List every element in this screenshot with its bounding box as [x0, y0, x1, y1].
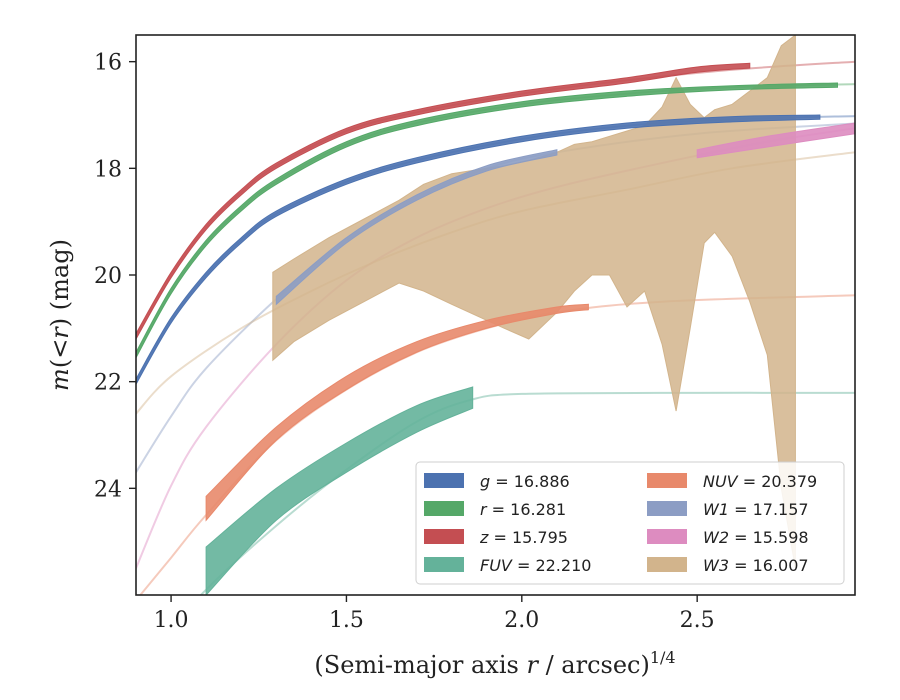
legend-swatch-w2: [647, 529, 687, 544]
y-tick-label: 22: [94, 371, 122, 396]
legend-swatch-g: [424, 473, 464, 488]
data-band-fuv: [205, 386, 474, 595]
legend-swatch-z: [424, 529, 464, 544]
x-tick-label: 2.5: [680, 608, 715, 633]
legend-label-nuv: NUV = 20.379: [703, 472, 817, 491]
legend-label-r: r = 16.281: [480, 500, 566, 519]
legend-label-w2: W2 = 15.598: [703, 528, 809, 547]
x-tick-label: 1.0: [154, 608, 189, 633]
plot-area: [136, 35, 855, 595]
legend-label-z: z = 15.795: [479, 528, 568, 547]
x-axis-label: (Semi-major axis r / arcsec)1/4: [314, 648, 675, 679]
legend-swatch-r: [424, 501, 464, 516]
legend-label-fuv: FUV = 22.210: [480, 556, 591, 575]
y-tick-label: 20: [94, 264, 122, 289]
y-axis-label: m(<r) (mag): [46, 239, 74, 391]
legend-box: [415, 461, 845, 585]
data-band-w1: [275, 149, 558, 306]
plot-frame: [135, 34, 856, 596]
data-band-w2: [696, 122, 855, 159]
data-band-z: [136, 62, 751, 341]
axis-ticks: 1.0 1.5 2.0 2.5 16 18 20 22 24: [94, 51, 715, 633]
legend-label-w1: W1 = 17.157: [703, 500, 809, 519]
legend: g = 16.886 r = 16.281 z = 15.795 FUV = 22.2…: [415, 461, 845, 585]
y-tick-label: 24: [94, 477, 122, 502]
legend-swatch-nuv: [647, 473, 687, 488]
legend-label-w3: W3 = 16.007: [703, 556, 809, 575]
legend-label-g: g = 16.886: [480, 472, 570, 491]
data-band-nuv: [205, 303, 589, 522]
legend-swatch-fuv: [424, 557, 464, 572]
x-tick-label: 1.5: [329, 608, 364, 633]
x-tick-label: 2.0: [504, 608, 539, 633]
y-tick-label: 16: [94, 51, 122, 76]
data-band-g: [136, 114, 821, 386]
legend-swatch-w1: [647, 501, 687, 516]
legend-swatch-w3: [647, 557, 687, 572]
y-tick-label: 18: [94, 157, 122, 182]
data-band-r: [136, 82, 838, 358]
